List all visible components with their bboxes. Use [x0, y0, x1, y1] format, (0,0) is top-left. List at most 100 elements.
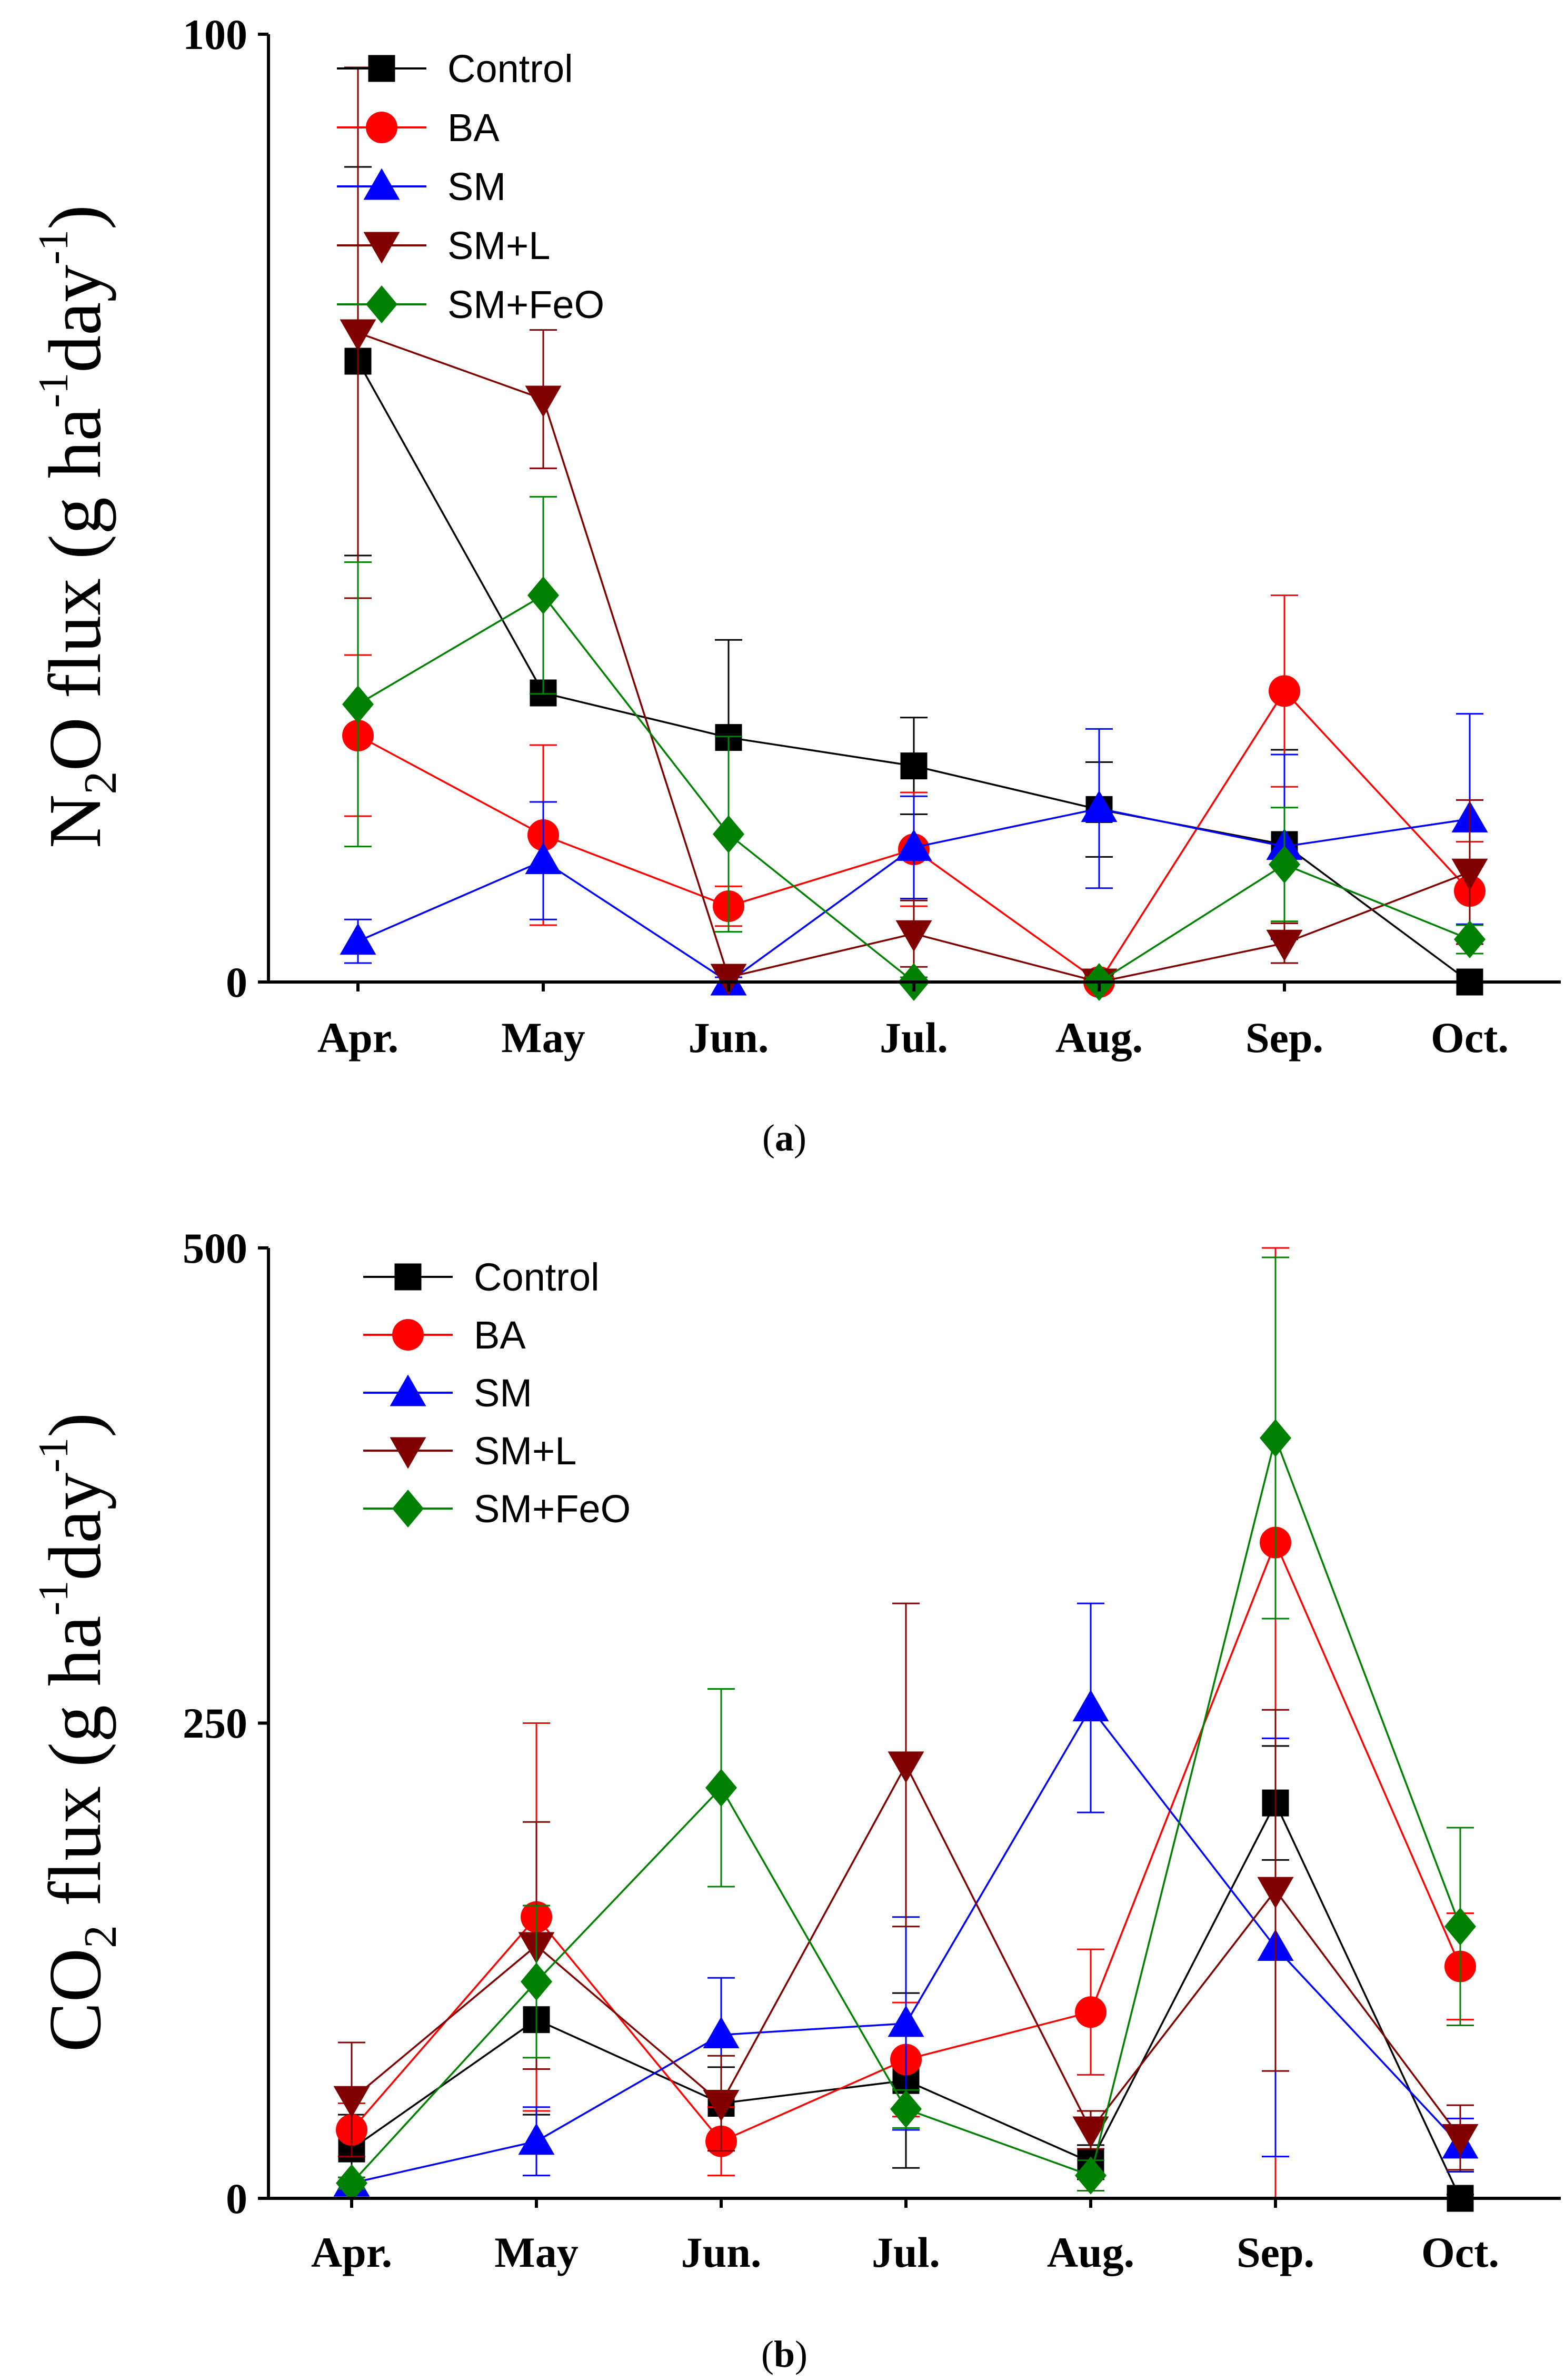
y-tick-label-top: 500 — [183, 1224, 247, 1272]
data-point — [518, 2123, 555, 2155]
legend-item: SM+L — [363, 1429, 576, 1473]
legend-marker — [394, 1263, 422, 1291]
legend-item: BA — [363, 1313, 526, 1357]
series-sm-l — [333, 1602, 1479, 2171]
legend: Control BA SM SM+L SM+FeO — [363, 1255, 631, 1531]
x-tick-label: Aug. — [1047, 2228, 1134, 2276]
series-sm-l — [340, 66, 1488, 1000]
x-tick-label: Jul. — [872, 2228, 940, 2276]
data-point — [340, 319, 376, 351]
data-point — [705, 1769, 737, 1807]
legend-label: SM — [447, 165, 506, 209]
data-point — [1075, 2156, 1107, 2195]
legend-label: SM+L — [474, 1429, 576, 1473]
x-tick-label: Apr. — [317, 1014, 398, 1062]
x-tick-label: Apr. — [311, 2228, 392, 2276]
legend-item: SM — [337, 165, 506, 209]
x-tick-label: Jun. — [681, 2228, 762, 2276]
y-axis: 500 250 0 — [183, 1224, 270, 2223]
x-axis: Apr. May Jun. Jul. Aug. Sep. Oct. — [268, 2197, 1561, 2276]
legend-label: SM — [474, 1371, 532, 1415]
data-point — [1260, 1419, 1291, 1457]
legend-marker — [392, 1490, 424, 1528]
legend-marker — [392, 1319, 424, 1351]
legend-item: Control — [363, 1255, 600, 1299]
data-point — [1451, 858, 1488, 890]
data-point — [1269, 675, 1300, 707]
data-point — [521, 1962, 552, 2001]
data-point — [888, 2005, 924, 2037]
x-axis: Apr. May Jun. Jul. Aug. Sep. Oct. — [268, 980, 1561, 1062]
panel-label: (a) — [762, 1117, 806, 1159]
legend-marker — [366, 285, 397, 323]
legend-label: SM+FeO — [474, 1487, 631, 1531]
data-point — [1081, 790, 1118, 822]
data-point — [340, 923, 376, 955]
x-tick-label: May — [501, 1014, 585, 1062]
data-point — [1266, 929, 1303, 961]
data-point — [1444, 1907, 1476, 1946]
legend-item: SM+L — [337, 224, 550, 267]
data-point — [527, 576, 559, 614]
y-tick-label-mid: 250 — [183, 1699, 247, 1747]
x-tick-label: Sep. — [1245, 1014, 1323, 1062]
data-point — [525, 842, 562, 875]
data-point — [900, 752, 928, 780]
y-tick-label-zero: 0 — [226, 2175, 247, 2223]
data-point — [336, 2164, 367, 2203]
data-point — [1269, 845, 1300, 884]
legend-item: Control — [337, 47, 573, 91]
legend-label: SM+FeO — [447, 283, 604, 326]
x-tick-label: Aug. — [1055, 1014, 1143, 1062]
data-point — [333, 2086, 370, 2118]
marks-layer — [333, 1247, 1479, 2212]
data-point — [1072, 2116, 1109, 2148]
data-point — [703, 2090, 740, 2121]
legend: Control BA SM SM+L SM+FeO — [337, 47, 604, 326]
data-point — [1442, 2124, 1479, 2156]
legend-label: BA — [447, 106, 500, 150]
legend-label: BA — [474, 1313, 526, 1357]
data-point — [710, 964, 747, 996]
legend-marker — [368, 55, 395, 82]
x-tick-label: Jul. — [880, 1014, 948, 1062]
chart-panel-a: 100 0 Apr. May Jun. Jul. Aug. Sep. Oct. N2O fl… — [31, 11, 1561, 1159]
legend-marker — [363, 232, 400, 264]
legend-item: SM — [363, 1371, 532, 1415]
legend-label: Control — [474, 1255, 600, 1299]
y-axis-label: N2O flux (g ha-1day-1) — [31, 205, 126, 848]
data-point — [888, 1751, 924, 1783]
data-point — [703, 2017, 740, 2049]
legend-marker — [390, 1374, 426, 1406]
data-point — [1072, 1690, 1109, 1722]
legend-marker — [366, 112, 397, 143]
panel-label: (b) — [761, 2333, 808, 2375]
series-sm-feo — [336, 1256, 1476, 2203]
x-tick-label: Oct. — [1421, 2228, 1499, 2276]
data-point — [342, 685, 374, 723]
legend-item: SM+FeO — [363, 1487, 631, 1531]
legend-label: Control — [447, 47, 573, 91]
data-point — [1454, 920, 1486, 958]
data-point — [895, 829, 932, 861]
chart-panel-b: 500 250 0 Apr. May Jun. Jul. Aug. Sep. Oct. CO… — [31, 1224, 1561, 2375]
legend-marker — [363, 168, 400, 200]
marks-layer — [340, 66, 1488, 1001]
data-point — [890, 2090, 922, 2128]
y-tick-label-zero: 0 — [226, 958, 247, 1006]
x-tick-label: Jun. — [689, 1014, 769, 1062]
data-point — [1257, 1877, 1294, 1909]
data-point — [1075, 1996, 1107, 2028]
data-point — [895, 920, 932, 952]
legend-item: BA — [337, 106, 500, 150]
x-tick-label: Sep. — [1237, 2228, 1314, 2276]
y-tick-label-top: 100 — [183, 11, 247, 58]
legend-item: SM+FeO — [337, 283, 604, 326]
data-point — [713, 815, 744, 854]
x-tick-label: May — [494, 2228, 578, 2276]
x-tick-label: Oct. — [1431, 1014, 1509, 1062]
y-axis-label: CO2 flux (g ha-1day-1) — [31, 1413, 126, 2052]
data-point — [525, 385, 562, 418]
legend-marker — [390, 1437, 426, 1469]
